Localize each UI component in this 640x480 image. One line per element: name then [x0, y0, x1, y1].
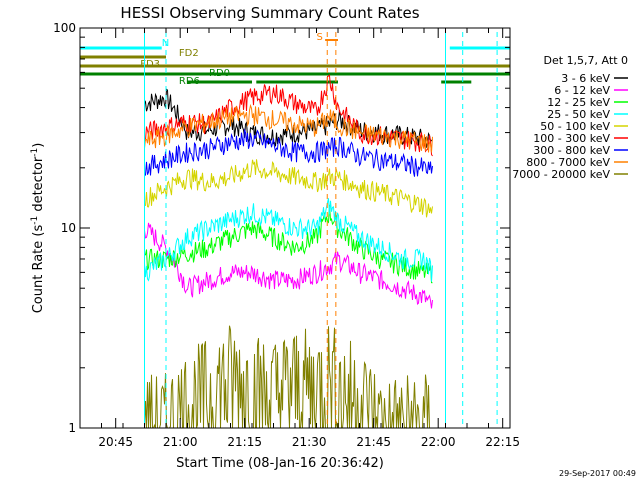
- interval-lines: [144, 32, 498, 428]
- flag-label: FD3: [140, 59, 160, 70]
- series-line: [144, 103, 433, 153]
- x-tick-label: 21:45: [356, 435, 391, 449]
- flag-label: FD2: [179, 48, 199, 59]
- legend-label: 6 - 12 keV: [554, 84, 610, 97]
- x-tick-label: 21:15: [227, 435, 262, 449]
- legend-label: 800 - 7000 keV: [526, 156, 610, 169]
- series-line: [144, 204, 433, 284]
- legend-label: 300 - 800 keV: [533, 144, 610, 157]
- x-tick-label: 21:30: [292, 435, 327, 449]
- x-tick-label: 20:45: [98, 435, 133, 449]
- chart-title: HESSI Observing Summary Count Rates: [120, 4, 419, 22]
- series-line: [144, 88, 433, 148]
- series-line: [144, 198, 433, 282]
- timestamp: 29-Sep-2017 00:49: [559, 469, 636, 478]
- series-line: [144, 325, 433, 429]
- axes: 20:45 21:00 21:15 21:30 21:45 22:00 22:15 1 10 10…: [53, 21, 520, 449]
- flag-label: N: [162, 38, 169, 49]
- legend-header: Det 1,5,7, Att 0: [544, 54, 628, 67]
- y-tick-label: 1: [68, 421, 76, 435]
- legend-label: 50 - 100 keV: [540, 120, 610, 133]
- x-tick-label: 21:00: [163, 435, 198, 449]
- flag-label: RD0: [209, 68, 230, 79]
- y-tick-label: 100: [53, 21, 76, 35]
- legend-label: 100 - 300 keV: [533, 132, 610, 145]
- x-tick-label: 22:00: [421, 435, 456, 449]
- legend-label: 12 - 25 keV: [547, 96, 610, 109]
- flag-bars: N FD2 FD3 RD0 RD6 S: [80, 32, 510, 87]
- x-axis-label: Start Time (08-Jan-16 20:36:42): [176, 456, 384, 471]
- series-lines: [144, 74, 433, 429]
- series-line: [144, 159, 433, 218]
- legend-label: 7000 - 20000 keV: [512, 168, 610, 181]
- y-axis-label: Count Rate (s-1 detector-1): [30, 143, 46, 314]
- series-line: [144, 222, 433, 309]
- flag-label: S: [317, 32, 323, 43]
- y-tick-label: 10: [61, 221, 76, 235]
- legend-label: 3 - 6 keV: [561, 72, 610, 85]
- flag-label: RD6: [179, 76, 200, 87]
- legend-label: 25 - 50 keV: [547, 108, 610, 121]
- series-line: [144, 128, 433, 177]
- x-tick-label: 22:15: [485, 435, 520, 449]
